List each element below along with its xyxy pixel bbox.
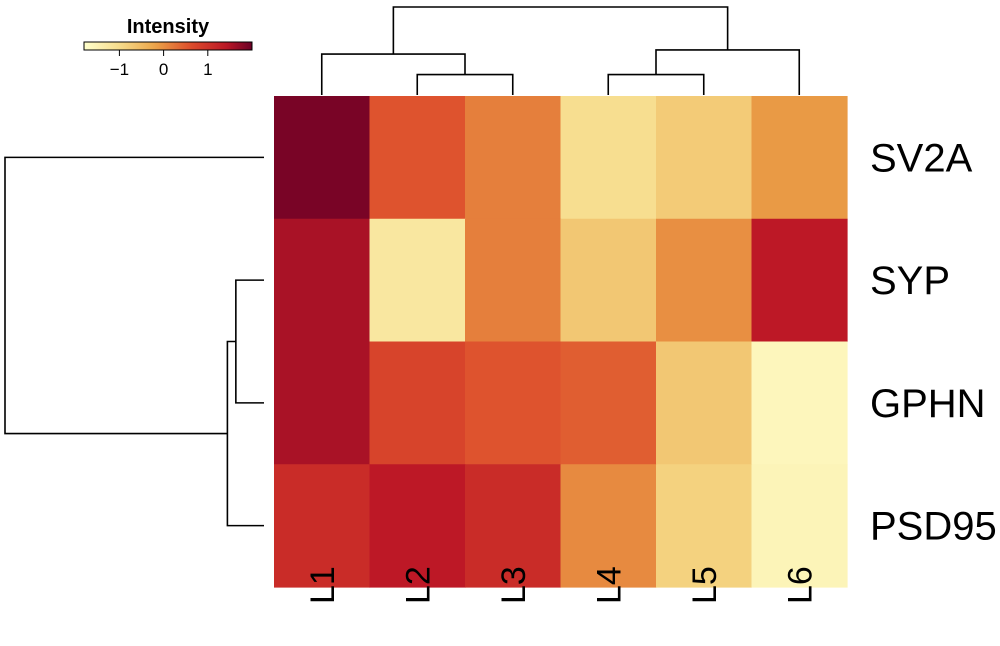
row-dendrogram-branch [226,340,264,527]
column-dendrogram-branch [320,53,466,95]
heatmap-cell-gphn-l5 [656,341,753,465]
heatmap-cells [274,96,848,588]
legend-tick-label: −1 [110,60,129,79]
heatmap-cell-psd95-l1 [274,464,371,588]
column-label-l3: L3 [495,566,533,604]
column-label-l5: L5 [686,566,724,604]
column-dendrogram-branch [655,49,801,95]
heatmap-cell-psd95-l5 [656,464,753,588]
row-label-syp: SYP [870,259,950,303]
column-dendrogram-branch [607,73,705,95]
row-labels: SV2A SYP GPHN PSD95 [870,136,997,548]
heatmap-cell-gphn-l3 [465,341,562,465]
row-label-sv2a: SV2A [870,136,973,180]
heatmap-cell-syp-l2 [369,218,466,343]
column-label-l2: L2 [399,566,437,604]
column-dendrogram-branch [416,73,514,95]
heatmap-cell-sv2a-l6 [751,96,848,220]
heatmap-cell-sv2a-l5 [656,96,753,220]
legend-color-bar [83,41,253,51]
column-label-l1: L1 [304,566,342,604]
heatmap-cell-syp-l6 [751,218,848,343]
heatmap-cell-gphn-l6 [751,341,848,465]
heatmap-cell-psd95-l2 [369,464,466,588]
legend-title: Intensity [127,16,210,38]
row-dendrogram [4,156,264,527]
heatmap-cell-gphn-l1 [274,341,371,465]
column-dendrogram-branch [392,6,729,55]
row-dendrogram-branch [235,279,264,404]
column-dendrogram [320,6,801,95]
heatmap-cell-sv2a-l2 [369,96,466,220]
column-label-l6: L6 [781,566,819,604]
heatmap-cell-sv2a-l3 [465,96,562,220]
legend-ticks: −1 0 1 [110,50,213,79]
heatmap-cell-psd95-l6 [751,464,848,588]
heatmap-cell-syp-l4 [560,218,657,343]
heatmap-cell-syp-l5 [656,218,753,343]
heatmap-cell-sv2a-l1 [274,96,371,220]
column-labels: L1 L2 L3 L4 L5 L6 [304,566,820,604]
row-dendrogram-branch [4,156,264,435]
color-key-legend: Intensity −1 0 1 [83,16,253,79]
heatmap-cell-psd95-l3 [465,464,562,588]
heatmap-cell-syp-l1 [274,218,371,343]
row-label-psd95: PSD95 [870,505,997,549]
column-label-l4: L4 [590,566,628,604]
row-label-gphn: GPHN [870,382,986,426]
legend-tick-label: 1 [203,60,212,79]
heatmap-cell-sv2a-l4 [560,96,657,220]
heatmap-cell-syp-l3 [465,218,562,343]
heatmap-cell-gphn-l4 [560,341,657,465]
heatmap-cell-psd95-l4 [560,464,657,588]
legend-tick-label: 0 [159,60,168,79]
heatmap-cell-gphn-l2 [369,341,466,465]
